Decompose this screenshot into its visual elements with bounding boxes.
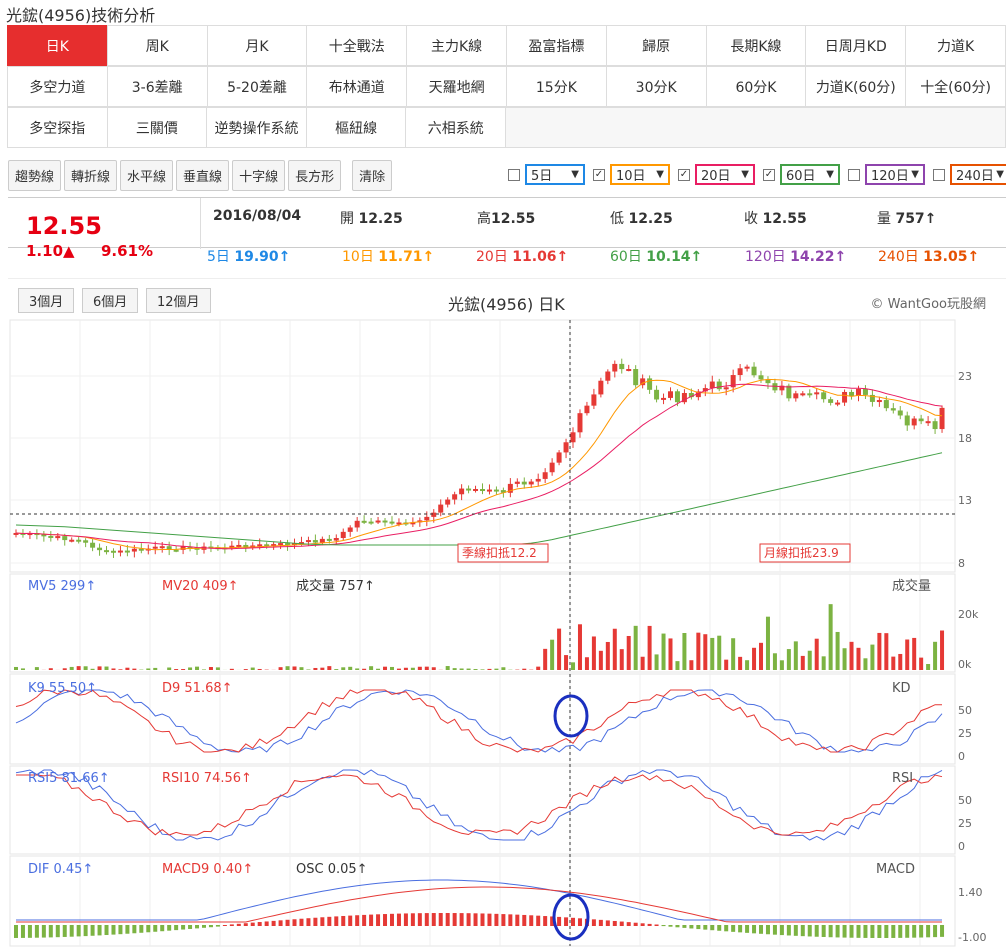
price-change: 1.10▲ [26,242,75,260]
tab-5-20-diff[interactable]: 5-20差離 [206,66,308,107]
tab-main-force-k[interactable]: 主力K線 [406,25,507,66]
ma-period-dropdown[interactable]: 60日 ▼ [780,164,840,185]
trendline-button[interactable]: 趨勢線 [8,160,62,191]
ma-period-dropdown[interactable]: 240日 ▼ [950,164,1006,185]
ma-period-value: 60日 [786,169,816,184]
chevron-down-icon: ▼ [996,169,1004,180]
chart-title: 光鋐(4956) 日K [448,295,565,314]
clear-button[interactable]: 清除 [352,160,393,191]
period-tabs: 日K 周K 月K 十全戰法 主力K線 盈富指標 歸原 長期K線 日周月KD 力道… [7,25,1006,149]
ma-period-value: 10日 [616,169,646,184]
range-3m-button[interactable]: 3個月 [18,288,75,313]
ma-select-1: ✓ 10日 ▼ [593,164,670,185]
ma-checkbox[interactable] [933,168,945,181]
quote-divider [200,198,201,249]
tab-empty [505,107,1006,148]
ma-select-4: 120日 ▼ [848,164,925,185]
ma-select-2: ✓ 20日 ▼ [678,164,755,185]
ma-select-3: ✓ 60日 ▼ [763,164,840,185]
ma-selectors: 5日 ▼ ✓ 10日 ▼ ✓ 20日 ▼ ✓ 60日 ▼ 120日 ▼ 240日 ▼ [508,164,1006,185]
tab-bull-bear-power[interactable]: 多空力道 [7,66,108,107]
chevron-down-icon: ▼ [741,169,749,180]
quote-panel: 12.55 1.10▲ 9.61% 2016/08/04 開 12.25 高12… [8,197,1006,260]
ma-value-2: 20日 11.06↑ [476,249,569,265]
tab-15min-k[interactable]: 15分K [505,66,607,107]
tab-power-k[interactable]: 力道K [905,25,1006,66]
chevron-down-icon: ▼ [911,169,919,180]
ma-period-dropdown[interactable]: 20日 ▼ [695,164,755,185]
chart-area: 3個月 6個月 12個月 光鋐(4956) 日K © WantGoo玩股網 [8,278,1006,948]
turning-line-button[interactable]: 轉折線 [64,160,118,191]
quote-open: 開 12.25 [340,211,403,227]
ma-period-value: 5日 [531,169,553,184]
ma-value-4: 120日 14.22↑ [745,249,847,265]
ma-period-value: 240日 [956,169,994,184]
tab-pivot[interactable]: 樞紐線 [305,107,407,148]
crosshair-button[interactable]: 十字線 [232,160,286,191]
ma-checkbox[interactable]: ✓ [678,168,690,181]
ma-checkbox[interactable]: ✓ [763,168,775,181]
tab-30min-k[interactable]: 30分K [605,66,707,107]
chevron-down-icon: ▼ [571,169,579,180]
tab-monthly-k[interactable]: 月K [206,25,308,66]
ma-period-dropdown[interactable]: 120日 ▼ [865,164,925,185]
ma-select-0: 5日 ▼ [508,164,585,185]
tab-guiyuan[interactable]: 歸原 [605,25,707,66]
ma-value-0: 5日 19.90↑ [207,249,291,265]
tab-power-k-60[interactable]: 力道K(60分) [805,66,907,107]
tab-shiquan-60[interactable]: 十全(60分) [905,66,1006,107]
page-title: 光鋐(4956)技術分析 [6,6,156,25]
ma-value-3: 60日 10.14↑ [610,249,703,265]
ma-checkbox[interactable]: ✓ [593,168,605,181]
range-12m-button[interactable]: 12個月 [146,288,211,313]
quote-low: 低 12.25 [610,211,673,227]
range-6m-button[interactable]: 6個月 [82,288,139,313]
ma-select-5: 240日 ▼ [933,164,1006,185]
tab-contrarian[interactable]: 逆勢操作系統 [206,107,307,148]
tab-weekly-k[interactable]: 周K [106,25,208,66]
vertical-line-button[interactable]: 垂直線 [176,160,230,191]
tab-3-6-diff[interactable]: 3-6差離 [106,66,208,107]
quote-date: 2016/08/04 [213,208,302,224]
tab-three-gates[interactable]: 三關價 [106,107,208,148]
ma-period-dropdown[interactable]: 5日 ▼ [525,164,585,185]
tab-60min-k[interactable]: 60分K [705,66,807,107]
tab-six-phase[interactable]: 六相系統 [405,107,507,148]
ma-period-dropdown[interactable]: 10日 ▼ [610,164,670,185]
drawing-toolbar: 趨勢線 轉折線 水平線 垂直線 十字線 長方形 清除 [8,160,393,191]
ma-period-value: 20日 [701,169,731,184]
tab-shiquan[interactable]: 十全戰法 [306,25,408,66]
ma-value-1: 10日 11.71↑ [342,249,435,265]
ma-checkbox[interactable] [848,168,860,181]
ma-period-value: 120日 [871,169,909,184]
last-price: 12.55 [26,212,102,240]
tab-tianluo[interactable]: 天羅地網 [406,66,507,107]
chevron-down-icon: ▼ [826,169,834,180]
price-change-percent: 9.61% [101,242,154,260]
rectangle-button[interactable]: 長方形 [288,160,342,191]
quote-volume: 量 757↑ [877,211,937,227]
tab-bollinger[interactable]: 布林通道 [306,66,408,107]
tab-daily-k[interactable]: 日K [7,25,108,66]
tab-dwm-kd[interactable]: 日周月KD [805,25,907,66]
quote-high: 高12.55 [477,211,536,227]
ma-checkbox[interactable] [508,168,520,181]
horizontal-line-button[interactable]: 水平線 [120,160,174,191]
chevron-down-icon: ▼ [656,169,664,180]
tab-long-k[interactable]: 長期K線 [705,25,807,66]
ma-value-5: 240日 13.05↑ [878,249,980,265]
brand-watermark: © WantGoo玩股網 [870,297,986,312]
quote-close: 收 12.55 [744,211,807,227]
tab-yingfu[interactable]: 盈富指標 [505,25,607,66]
tab-bull-bear-probe[interactable]: 多空探指 [7,107,108,148]
